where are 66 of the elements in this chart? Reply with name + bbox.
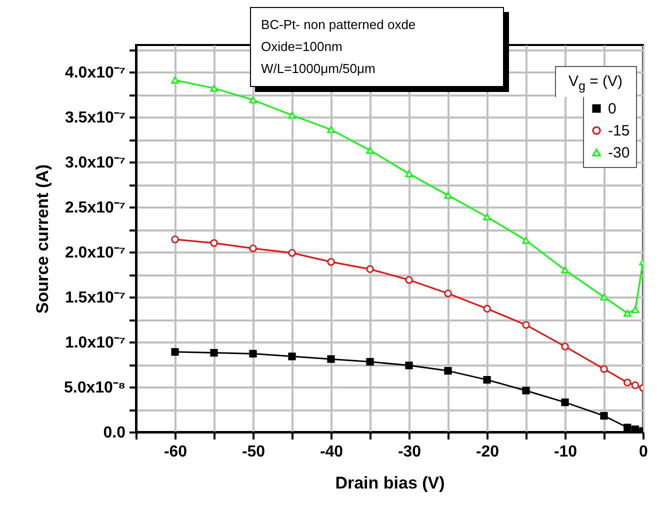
point (249, 244, 257, 252)
point (561, 342, 569, 350)
point (561, 398, 569, 406)
point (366, 358, 374, 366)
y-tick-label: 0.0 (103, 424, 126, 442)
point (631, 425, 640, 432)
point (405, 276, 413, 284)
legend-title: V$_{g}$ = (V) (554, 66, 636, 96)
point (210, 84, 218, 92)
point (444, 290, 452, 298)
x-tick-label: 0 (639, 444, 648, 460)
point (444, 366, 452, 375)
point (327, 126, 335, 133)
point (522, 386, 530, 394)
y-tick-label: 4.0x10⁻⁷ (64, 64, 126, 82)
point (624, 424, 632, 432)
point (405, 362, 413, 370)
point (210, 348, 218, 357)
y-tick-label: 5.0x10⁻⁸ (64, 380, 126, 396)
x-tick-label: -50 (242, 444, 266, 460)
point (171, 76, 179, 84)
point (522, 236, 530, 244)
y-axis-title: Source current (A) (33, 164, 52, 314)
x-tick-label: -40 (320, 444, 344, 460)
point (631, 381, 640, 390)
point (288, 112, 296, 119)
legend-label: -15 (608, 122, 630, 140)
y-tick-label: 2.5x10⁻⁷ (64, 200, 126, 216)
point (327, 355, 335, 363)
point (249, 350, 257, 358)
point (483, 304, 491, 313)
y-tick-label: 3.0x10⁻⁷ (64, 154, 126, 172)
point (444, 192, 452, 199)
point (624, 310, 632, 317)
point (366, 146, 374, 154)
point (483, 214, 491, 220)
point (561, 266, 569, 274)
x-axis-title: Drain bias (V) (335, 474, 445, 492)
point (624, 378, 632, 386)
point (288, 352, 296, 360)
y-tick-label: 1.5x10⁻⁷ (64, 290, 126, 306)
annotation: Oxide=100nm (261, 38, 344, 56)
y-tick-label: 3.5x10⁻⁷ (64, 110, 126, 126)
point (366, 265, 374, 273)
point (171, 236, 179, 244)
annotation: W/L=1000μm/50μm (261, 60, 376, 78)
point (483, 376, 491, 384)
point (600, 412, 608, 420)
point (210, 239, 218, 247)
point (522, 321, 530, 329)
point (249, 96, 257, 104)
x-tick-label: -30 (398, 444, 422, 460)
point (288, 249, 296, 257)
point (327, 258, 335, 266)
legend-label: -30 (608, 144, 630, 162)
point (631, 306, 640, 313)
y-tick-label: 2.0x10⁻⁷ (64, 244, 126, 262)
point (405, 170, 413, 178)
x-tick-label: -60 (164, 444, 188, 460)
legend-label: 0 (608, 100, 616, 118)
y-tick-label: 1.0x10⁻⁷ (64, 334, 126, 352)
x-tick-label: -20 (476, 444, 500, 460)
x-tick-label: -10 (554, 444, 578, 460)
point (600, 365, 608, 373)
point (171, 348, 179, 356)
point (600, 294, 608, 300)
